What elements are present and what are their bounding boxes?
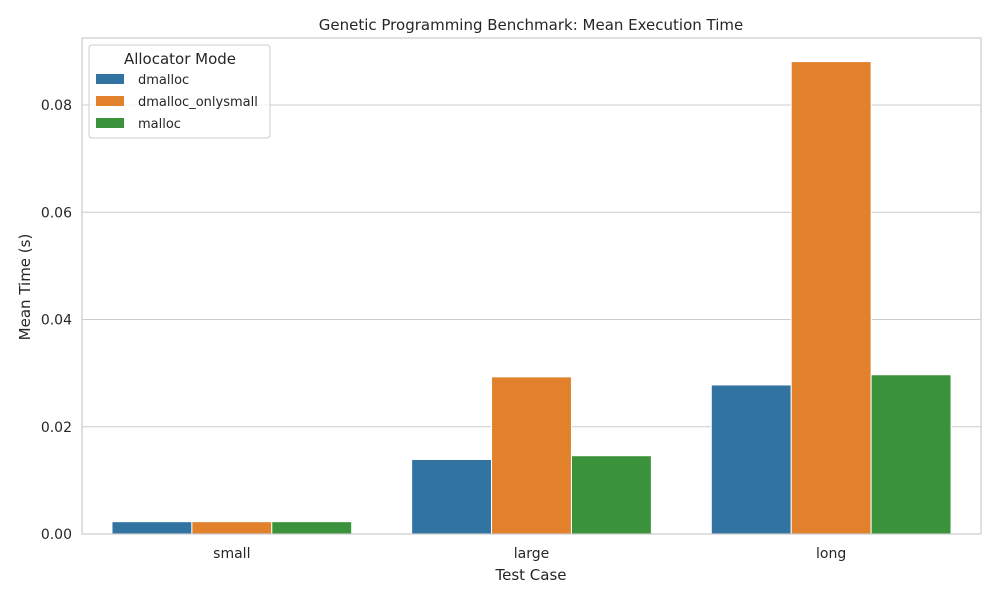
- legend-entry-label: dmalloc: [138, 73, 189, 88]
- legend-entry-label: dmalloc_onlysmall: [138, 95, 258, 110]
- legend-swatch: [96, 96, 124, 106]
- legend-title: Allocator Mode: [124, 50, 236, 68]
- bar-dmalloc_onlysmall-small: [191, 521, 273, 535]
- bar-malloc-long: [870, 374, 952, 535]
- bar-dmalloc-large: [411, 458, 493, 535]
- y-tick-label: 0.04: [41, 313, 72, 329]
- x-tick-label: small: [213, 546, 250, 562]
- y-tick-label: 0.02: [41, 420, 72, 436]
- bar-dmalloc_onlysmall-large: [491, 376, 572, 535]
- legend-swatch: [96, 74, 124, 84]
- plot-frame: [81, 37, 982, 535]
- plot-border: [81, 37, 982, 535]
- bar-malloc-small: [271, 521, 353, 535]
- bars: [111, 61, 952, 535]
- y-axis-label: Mean Time (s): [16, 234, 34, 341]
- y-tick-label: 0.06: [41, 205, 72, 221]
- x-axis-label: Test Case: [494, 566, 566, 584]
- x-tick-label: large: [514, 546, 549, 562]
- legend-entry-label: malloc: [138, 117, 181, 132]
- y-tick-label: 0.00: [41, 527, 72, 543]
- chart-title: Genetic Programming Benchmark: Mean Exec…: [319, 16, 744, 34]
- ticks: 0.00 0.02 0.04 0.06 0.08 small large long: [41, 98, 846, 562]
- x-tick-label: long: [816, 546, 846, 562]
- bar-malloc-large: [570, 455, 652, 535]
- legend: Allocator Mode dmalloc dmalloc_onlysmallm…: [88, 44, 271, 139]
- legend-box: [88, 44, 271, 139]
- bar-dmalloc-small: [111, 521, 193, 535]
- bar-dmalloc_onlysmall-long: [790, 61, 872, 535]
- y-tick-label: 0.08: [41, 98, 72, 114]
- bar-dmalloc-long: [710, 384, 792, 535]
- legend-swatch: [96, 118, 124, 128]
